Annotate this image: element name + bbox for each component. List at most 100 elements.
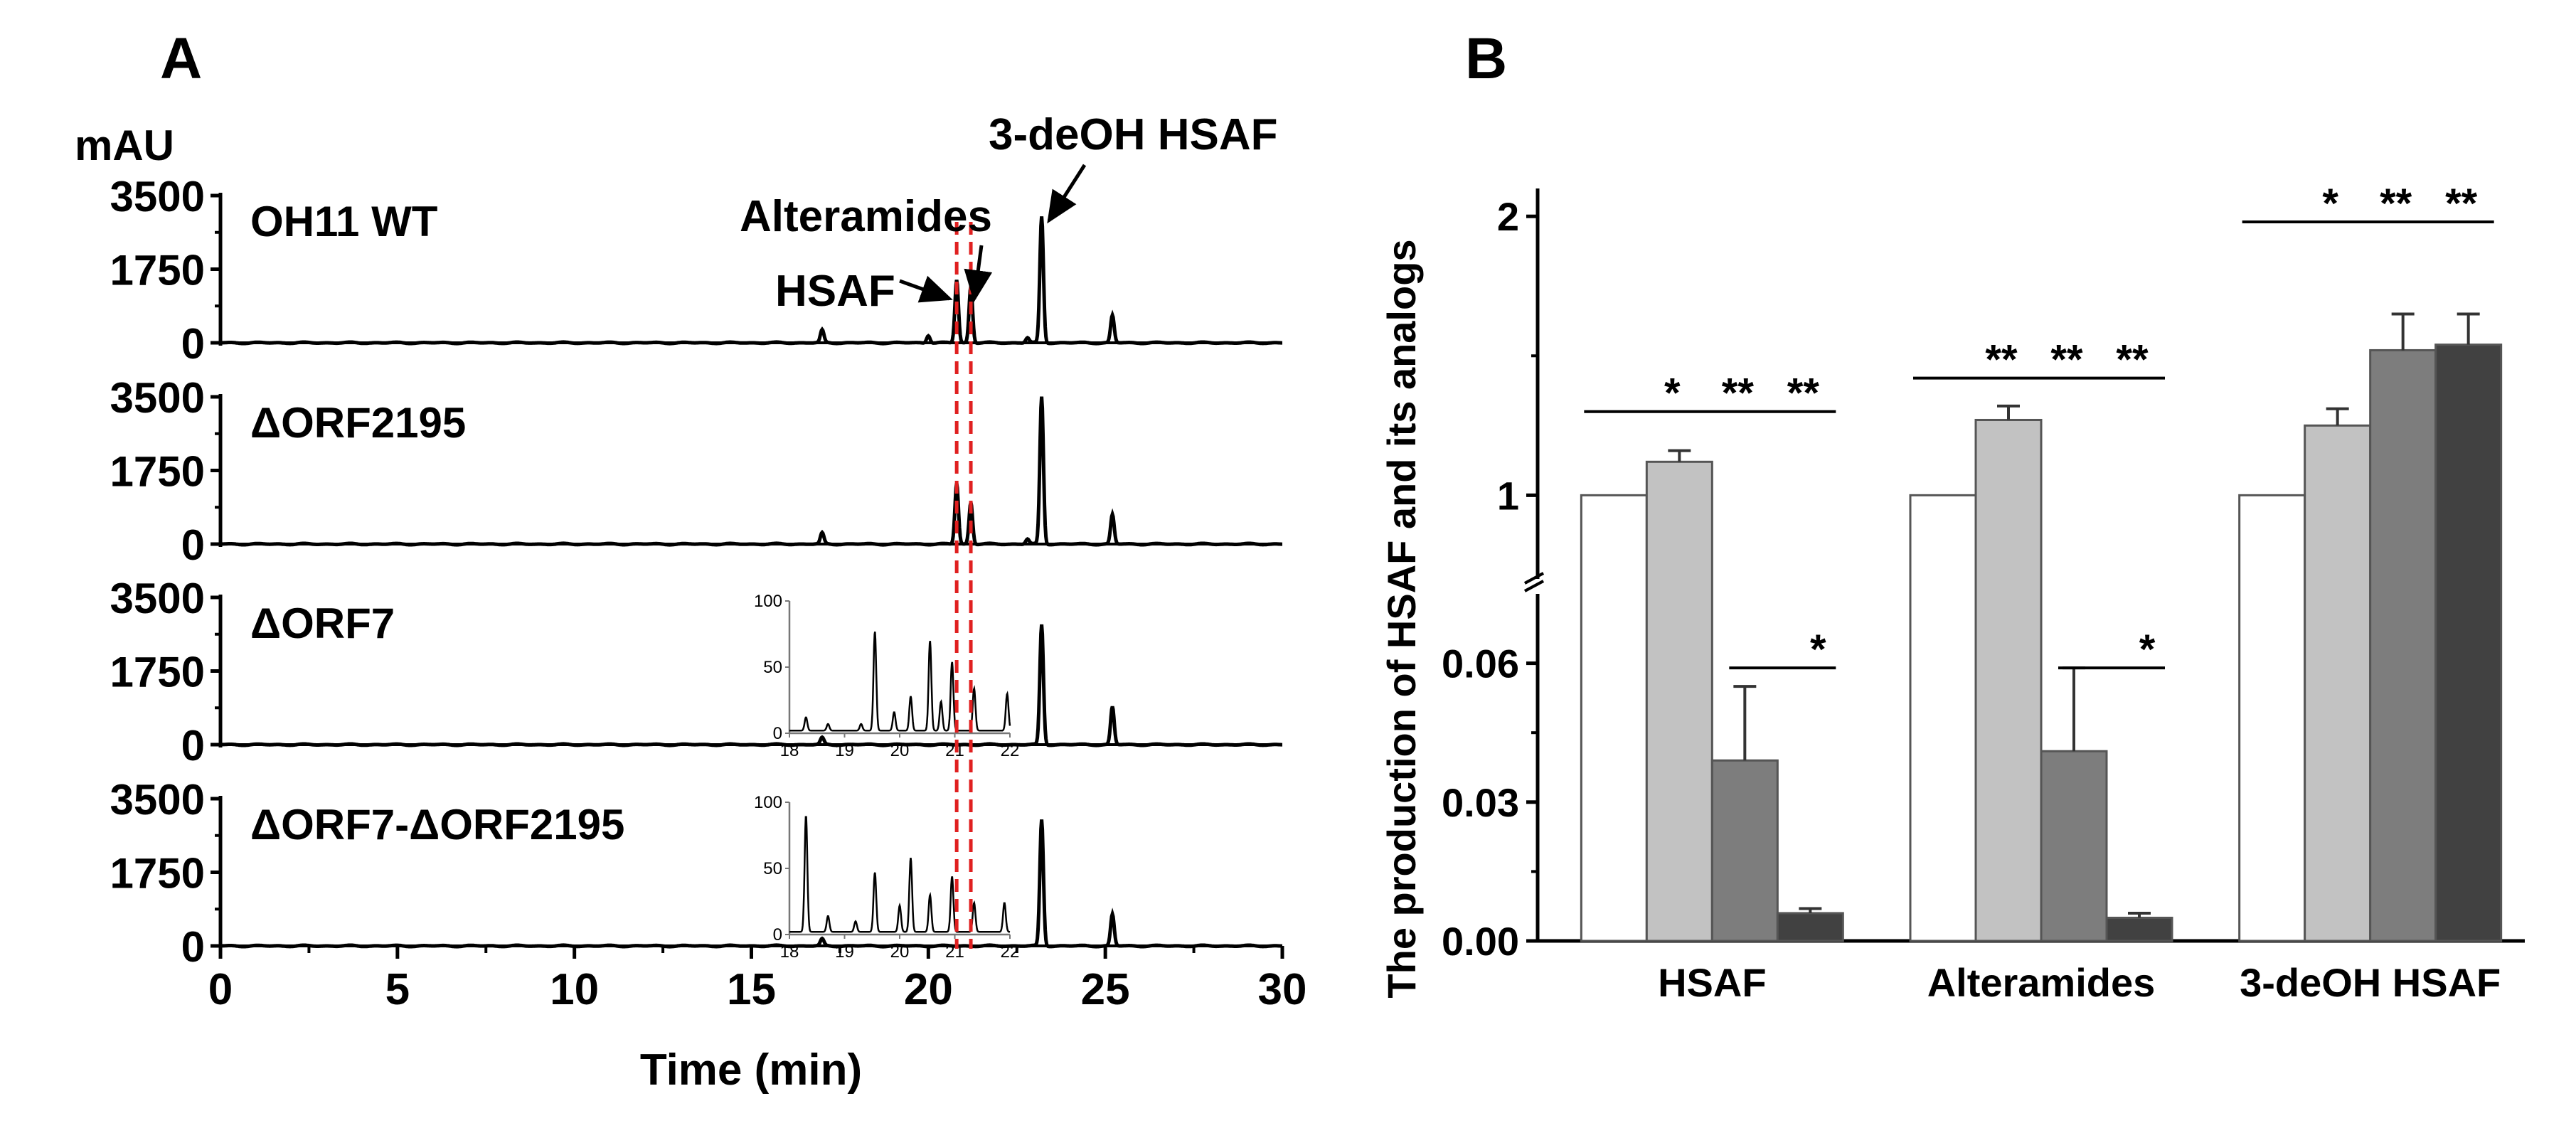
x-tick-label: 25 [1081,965,1130,1014]
bar [2105,916,2173,942]
bar [2434,344,2503,942]
inset-x-tick-label: 19 [835,741,854,760]
chromatogram-3: 0 1750 3500 ΔORF7 0 50 100 18 19 20 21 22 [110,575,1282,770]
chromatogram-1: 0 1750 3500 OH11 WT [110,173,1282,368]
inset-x-tick-label: 20 [890,741,910,760]
bar-group-1: HSAF [1580,449,1844,1005]
bar [1580,494,1648,942]
bar-group-2: Alteramides [1909,404,2173,1005]
significance-label: ** [1985,337,2018,383]
significance-marker: * [1729,627,1836,673]
bar-plot: 0.00 0.03 0.06 1 2 HSAF Alteramides 3-deOH HSAF… [1442,181,2525,1005]
significance-label: ** [2116,337,2149,383]
inset-x-tick-label: 20 [890,942,910,962]
x-tick-label: 0 [208,965,233,1014]
significance-label: * [1810,627,1826,673]
significance-label: ** [2050,337,2083,383]
annotation-hsaf: HSAF [775,267,895,316]
y-tick-label: 1750 [110,247,205,294]
axis-break-mark [1524,580,1544,592]
y-tick-label: 0 [181,722,205,770]
arrow-3-deoh-hsaf [1047,164,1087,224]
x-tick-label: 15 [727,965,776,1014]
trace-label: OH11 WT [250,198,437,245]
panel-a-x-axis-label: Time (min) [640,1045,862,1095]
significance-label: ** [2380,181,2412,227]
arrow-alteramides [964,245,993,302]
annotation-3-deoh-hsaf: 3-deOH HSAF [989,110,1277,159]
inset-x-tick-label: 21 [945,741,964,760]
y-tick-label: 1750 [110,649,205,696]
y-tick-label: 1750 [110,850,205,898]
panel-b: B The production of HSAF and its analogs… [1379,26,2525,1005]
bar [1645,460,1713,942]
inset-y-tick-label: 0 [773,925,782,944]
inset-trace [789,816,1011,933]
inset-x-tick-label: 22 [1001,741,1020,760]
x-tick-label: Alteramides [1927,960,2156,1005]
marker-lines [954,222,973,949]
y-tick-label: 3500 [110,575,205,622]
significance-label: * [2322,181,2338,227]
panel-b-y-axis-label: The production of HSAF and its analogs [1379,239,1424,998]
peak-annotations: 3-deOH HSAF Alteramides HSAF [740,110,1277,316]
chromatogram-stack: 0 1750 3500 OH11 WT 0 1750 3500 ΔORF2195 0 1750 35… [110,173,1282,971]
x-tick-label: 10 [550,965,599,1014]
arrow-hsaf [899,275,953,303]
inset-y-tick-label: 50 [763,859,782,878]
bar [1776,912,1844,942]
trace-label: ΔORF2195 [250,399,466,447]
bar [2040,750,2108,942]
y-tick-label: 0.03 [1442,780,1519,825]
axis-break-mark [1524,572,1544,585]
bar [2369,348,2437,942]
x-tick-label: HSAF [1658,960,1766,1005]
inset-y-tick-label: 100 [754,793,782,812]
inset-x-tick-label: 21 [945,942,964,962]
y-tick-label: 1 [1497,473,1519,518]
panel-a-label: A [160,26,202,91]
y-tick-label: 1750 [110,448,205,496]
significance-label: ** [1722,371,1755,417]
panel-a-y-axis-label: mAU [75,122,174,169]
x-tick-label: 30 [1258,965,1307,1014]
inset-x-tick-label: 18 [780,942,799,962]
y-tick-label: 3500 [110,173,205,220]
y-tick-label: 0 [181,521,205,569]
trace-label: ΔORF7 [250,600,395,647]
y-tick-label: 2 [1497,194,1519,239]
significance-label: ** [1787,371,1820,417]
significance-marker: ** ** ** [1913,337,2165,383]
y-tick-label: 3500 [110,776,205,824]
inset-y-tick-label: 50 [763,658,782,677]
bar-group-3: 3-deOH HSAF [2238,312,2503,1005]
inset-x-tick-label: 18 [780,741,799,760]
y-tick-label: 0.06 [1442,642,1519,686]
significance-marker: * ** ** [1584,371,1836,417]
x-tick-label: 3-deOH HSAF [2240,960,2501,1005]
inset-chromatogram: 0 50 100 18 19 20 21 22 [754,592,1019,760]
inset-trace [789,631,1011,732]
panel-b-label: B [1465,26,1507,91]
significance-label: * [1664,371,1681,417]
significance-marker: * ** ** [2242,181,2494,227]
x-tick-label: 5 [385,965,410,1014]
significance-marker: * [2058,627,2165,673]
bar [1909,494,1977,942]
trace-label: ΔORF7-ΔORF2195 [250,801,624,848]
x-tick-label: 20 [904,965,953,1014]
significance-label: * [2139,627,2156,673]
significance-label: ** [2445,181,2478,227]
annotation-alteramides: Alteramides [740,192,992,241]
bar [1710,759,1779,942]
inset-y-tick-label: 100 [754,592,782,611]
bar [2238,494,2306,942]
chromatogram-2: 0 1750 3500 ΔORF2195 [110,374,1282,569]
inset-x-tick-label: 19 [835,942,854,962]
inset-y-tick-label: 0 [773,724,782,743]
y-tick-label: 0 [181,923,205,971]
